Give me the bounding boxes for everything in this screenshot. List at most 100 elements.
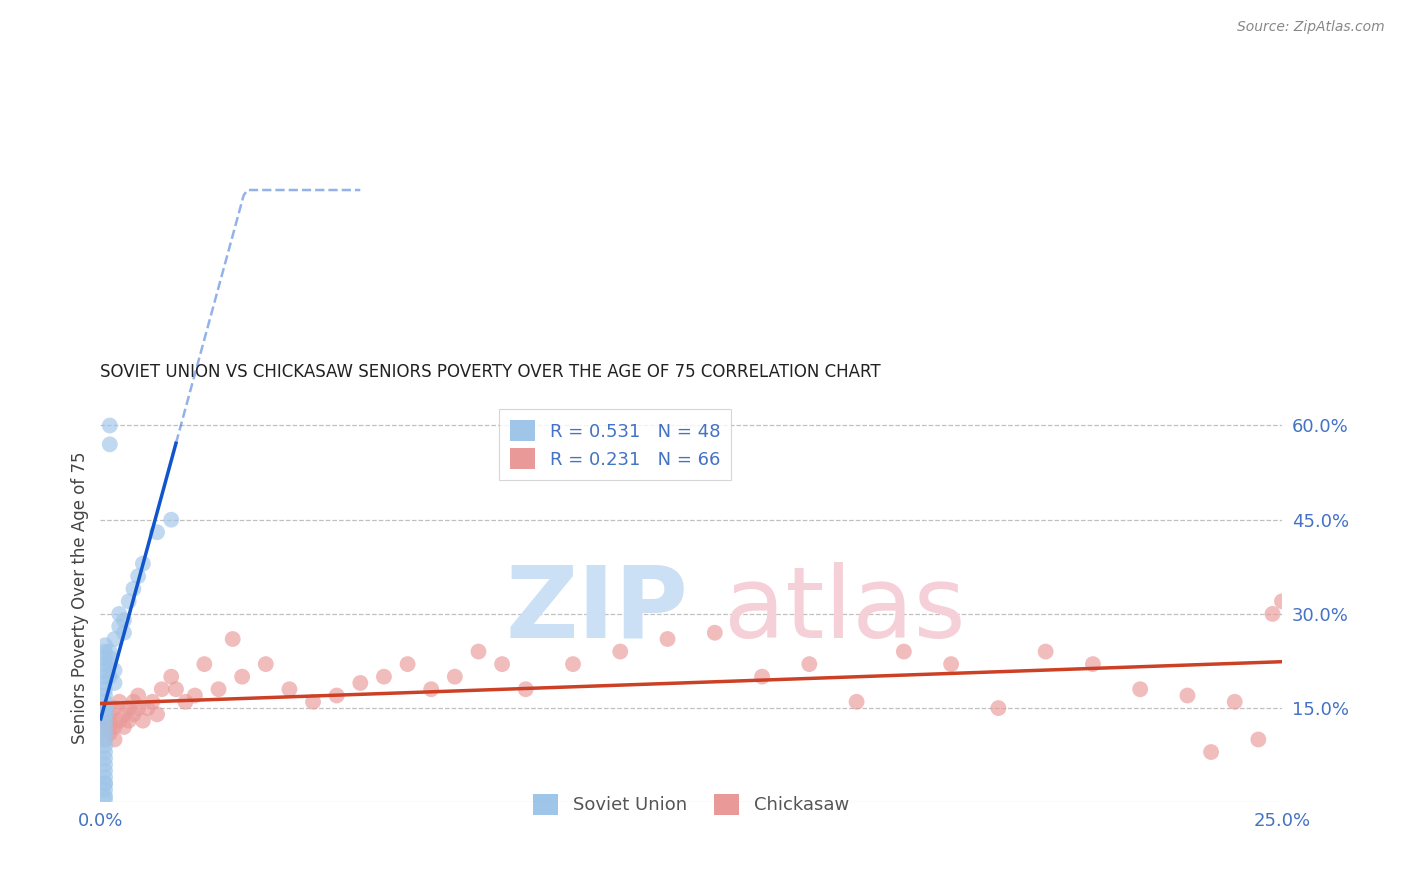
Point — [98, 657, 121, 672]
Point — [98, 644, 121, 658]
Point — [94, 720, 117, 734]
Text: ZIP: ZIP — [505, 562, 688, 659]
Point — [98, 707, 121, 722]
Point — [98, 720, 121, 734]
Point — [122, 582, 145, 596]
Point — [443, 670, 465, 684]
Point — [94, 670, 117, 684]
Point — [108, 607, 131, 621]
Point — [94, 701, 117, 715]
Point — [94, 776, 117, 790]
Point — [146, 525, 169, 540]
Point — [396, 657, 419, 672]
Point — [174, 695, 197, 709]
Point — [112, 625, 135, 640]
Point — [94, 739, 117, 753]
Point — [160, 513, 183, 527]
Point — [94, 638, 117, 652]
Point — [609, 644, 631, 658]
Point — [94, 689, 117, 703]
Point — [94, 732, 117, 747]
Point — [94, 757, 117, 772]
Text: SOVIET UNION VS CHICKASAW SENIORS POVERTY OVER THE AGE OF 75 CORRELATION CHART: SOVIET UNION VS CHICKASAW SENIORS POVERT… — [100, 363, 882, 382]
Point — [1177, 689, 1199, 703]
Point — [94, 682, 117, 697]
Point — [1081, 657, 1104, 672]
Point — [132, 714, 155, 728]
Point — [325, 689, 347, 703]
Point — [112, 613, 135, 627]
Point — [515, 682, 537, 697]
Point — [108, 714, 131, 728]
Point — [799, 657, 821, 672]
Point — [1271, 594, 1294, 608]
Point — [146, 707, 169, 722]
Point — [1129, 682, 1152, 697]
Point — [94, 707, 117, 722]
Point — [112, 720, 135, 734]
Point — [108, 695, 131, 709]
Point — [112, 707, 135, 722]
Point — [94, 707, 117, 722]
Point — [94, 776, 117, 790]
Point — [94, 701, 117, 715]
Point — [1223, 695, 1246, 709]
Point — [349, 676, 371, 690]
Point — [94, 664, 117, 678]
Point — [751, 670, 773, 684]
Point — [94, 644, 117, 658]
Point — [1261, 607, 1284, 621]
Point — [1035, 644, 1057, 658]
Point — [278, 682, 301, 697]
Point — [657, 632, 679, 646]
Point — [108, 619, 131, 633]
Point — [103, 632, 125, 646]
Point — [94, 764, 117, 778]
Point — [141, 695, 163, 709]
Point — [939, 657, 962, 672]
Text: atlas: atlas — [724, 562, 966, 659]
Point — [127, 569, 149, 583]
Point — [94, 650, 117, 665]
Point — [893, 644, 915, 658]
Point — [103, 732, 125, 747]
Point — [94, 726, 117, 740]
Point — [373, 670, 395, 684]
Point — [98, 418, 121, 433]
Point — [94, 789, 117, 803]
Point — [132, 557, 155, 571]
Point — [103, 664, 125, 678]
Point — [94, 751, 117, 765]
Point — [94, 707, 117, 722]
Point — [94, 770, 117, 784]
Point — [94, 695, 117, 709]
Point — [207, 682, 229, 697]
Point — [94, 792, 117, 806]
Text: Source: ZipAtlas.com: Source: ZipAtlas.com — [1237, 20, 1385, 34]
Legend: Soviet Union, Chickasaw: Soviet Union, Chickasaw — [526, 787, 856, 822]
Point — [987, 701, 1010, 715]
Point — [136, 701, 159, 715]
Point — [94, 732, 117, 747]
Point — [562, 657, 585, 672]
Point — [184, 689, 207, 703]
Point — [94, 720, 117, 734]
Point — [1199, 745, 1222, 759]
Point — [420, 682, 443, 697]
Point — [94, 714, 117, 728]
Point — [98, 437, 121, 451]
Point — [122, 707, 145, 722]
Point — [127, 701, 149, 715]
Point — [254, 657, 277, 672]
Point — [193, 657, 215, 672]
Point — [221, 632, 243, 646]
Point — [98, 714, 121, 728]
Point — [103, 701, 125, 715]
Point — [94, 745, 117, 759]
Point — [231, 670, 253, 684]
Point — [467, 644, 489, 658]
Point — [150, 682, 173, 697]
Point — [118, 594, 141, 608]
Point — [98, 670, 121, 684]
Point — [491, 657, 513, 672]
